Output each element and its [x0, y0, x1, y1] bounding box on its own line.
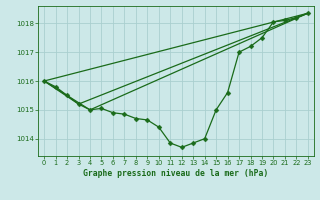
X-axis label: Graphe pression niveau de la mer (hPa): Graphe pression niveau de la mer (hPa) — [84, 169, 268, 178]
